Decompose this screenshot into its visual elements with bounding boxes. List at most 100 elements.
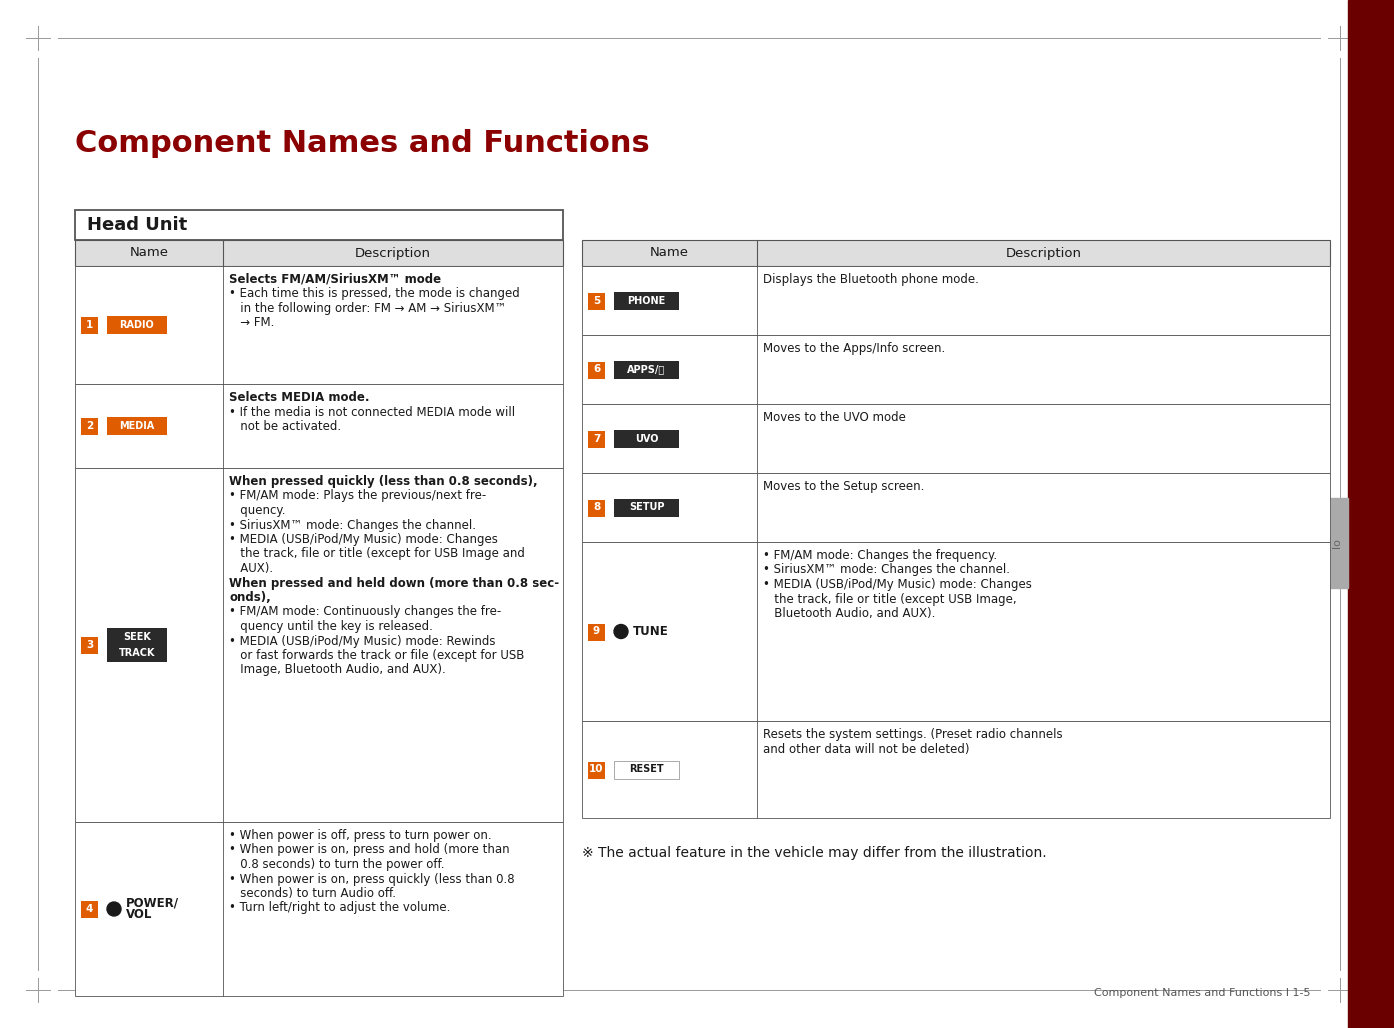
Text: • If the media is not connected MEDIA mode will: • If the media is not connected MEDIA mo…: [229, 405, 516, 418]
Bar: [583, 240, 1330, 266]
Text: • FM/AM mode: Plays the previous/next fre-: • FM/AM mode: Plays the previous/next fr…: [229, 489, 487, 503]
Text: Name: Name: [130, 247, 169, 259]
Bar: [81, 418, 98, 435]
Text: quency.: quency.: [229, 504, 286, 517]
Text: When pressed and held down (more than 0.8 sec-: When pressed and held down (more than 0.…: [229, 577, 559, 589]
Text: 9: 9: [592, 626, 599, 636]
Text: Moves to the UVO mode: Moves to the UVO mode: [763, 411, 906, 424]
Text: Displays the Bluetooth phone mode.: Displays the Bluetooth phone mode.: [763, 273, 979, 286]
Bar: [613, 499, 679, 516]
Text: • MEDIA (USB/iPod/My Music) mode: Rewinds: • MEDIA (USB/iPod/My Music) mode: Rewind…: [229, 634, 495, 648]
Text: Moves to the Setup screen.: Moves to the Setup screen.: [763, 480, 924, 493]
Text: RESET: RESET: [629, 765, 664, 774]
Text: APPS/ⓘ: APPS/ⓘ: [627, 365, 665, 374]
Text: 8: 8: [592, 503, 601, 513]
Bar: [583, 473, 1330, 542]
Text: 6: 6: [592, 365, 601, 374]
Bar: [81, 637, 98, 654]
Text: 0.8 seconds) to turn the power off.: 0.8 seconds) to turn the power off.: [229, 858, 445, 871]
Text: 5: 5: [592, 295, 601, 305]
Text: • MEDIA (USB/iPod/My Music) mode: Changes: • MEDIA (USB/iPod/My Music) mode: Change…: [229, 533, 498, 546]
Text: the track, file or title (except USB Image,: the track, file or title (except USB Ima…: [763, 592, 1016, 605]
Text: PHONE: PHONE: [627, 295, 665, 305]
Bar: [75, 468, 563, 822]
Text: and other data will not be deleted): and other data will not be deleted): [763, 742, 969, 756]
Bar: [583, 266, 1330, 335]
Text: ※ The actual feature in the vehicle may differ from the illustration.: ※ The actual feature in the vehicle may …: [583, 846, 1047, 860]
Text: • SiriusXM™ mode: Changes the channel.: • SiriusXM™ mode: Changes the channel.: [229, 518, 475, 531]
Bar: [75, 210, 563, 240]
Text: POWER/: POWER/: [125, 896, 178, 910]
Text: MEDIA: MEDIA: [120, 421, 155, 431]
Text: Description: Description: [1005, 247, 1082, 259]
Text: Resets the system settings. (Preset radio channels: Resets the system settings. (Preset radi…: [763, 728, 1062, 741]
Text: 2: 2: [86, 421, 93, 431]
Text: • When power is on, press quickly (less than 0.8: • When power is on, press quickly (less …: [229, 873, 514, 885]
Text: AUX).: AUX).: [229, 562, 273, 575]
Text: 3: 3: [86, 640, 93, 650]
Bar: [588, 762, 605, 778]
Text: Component Names and Functions: Component Names and Functions: [75, 128, 650, 158]
Text: • Turn left/right to adjust the volume.: • Turn left/right to adjust the volume.: [229, 902, 450, 915]
Text: Bluetooth Audio, and AUX).: Bluetooth Audio, and AUX).: [763, 607, 935, 620]
Text: Head Unit: Head Unit: [86, 216, 187, 234]
Text: or fast forwards the track or file (except for USB: or fast forwards the track or file (exce…: [229, 649, 524, 662]
Text: seconds) to turn Audio off.: seconds) to turn Audio off.: [229, 887, 396, 900]
Bar: [107, 417, 167, 435]
Text: the track, file or title (except for USB Image and: the track, file or title (except for USB…: [229, 548, 526, 560]
Text: SEEK: SEEK: [123, 631, 151, 641]
Text: Name: Name: [650, 247, 689, 259]
Bar: [1348, 0, 1394, 1028]
Bar: [613, 430, 679, 447]
Bar: [81, 901, 98, 918]
Text: • FM/AM mode: Continuously changes the fre-: • FM/AM mode: Continuously changes the f…: [229, 605, 502, 619]
Text: Selects MEDIA mode.: Selects MEDIA mode.: [229, 391, 369, 404]
Bar: [107, 628, 167, 662]
Text: • MEDIA (USB/iPod/My Music) mode: Changes: • MEDIA (USB/iPod/My Music) mode: Change…: [763, 578, 1032, 591]
Bar: [613, 292, 679, 309]
Bar: [588, 362, 605, 378]
Bar: [588, 624, 605, 640]
Bar: [588, 293, 605, 309]
Text: Selects FM/AM/SiriusXM™ mode: Selects FM/AM/SiriusXM™ mode: [229, 273, 441, 286]
Text: → FM.: → FM.: [229, 317, 275, 330]
Text: 1: 1: [86, 320, 93, 330]
Text: • When power is off, press to turn power on.: • When power is off, press to turn power…: [229, 829, 492, 842]
Text: SETUP: SETUP: [629, 503, 665, 513]
Text: VOL: VOL: [125, 909, 152, 921]
Text: • FM/AM mode: Changes the frequency.: • FM/AM mode: Changes the frequency.: [763, 549, 997, 562]
Bar: [583, 721, 1330, 818]
Text: TUNE: TUNE: [633, 625, 669, 638]
Text: quency until the key is released.: quency until the key is released.: [229, 620, 434, 633]
Text: 7: 7: [592, 434, 601, 443]
Text: Moves to the Apps/Info screen.: Moves to the Apps/Info screen.: [763, 342, 945, 355]
Bar: [583, 335, 1330, 404]
Bar: [75, 266, 563, 384]
Text: When pressed quickly (less than 0.8 seconds),: When pressed quickly (less than 0.8 seco…: [229, 475, 538, 488]
Bar: [107, 316, 167, 334]
Bar: [75, 384, 563, 468]
Text: • SiriusXM™ mode: Changes the channel.: • SiriusXM™ mode: Changes the channel.: [763, 563, 1011, 577]
Text: RADIO: RADIO: [120, 320, 155, 330]
Text: Image, Bluetooth Audio, and AUX).: Image, Bluetooth Audio, and AUX).: [229, 663, 446, 676]
Text: lo: lo: [1333, 538, 1342, 548]
Text: not be activated.: not be activated.: [229, 420, 342, 433]
Bar: [613, 361, 679, 378]
Text: in the following order: FM → AM → SiriusXM™: in the following order: FM → AM → Sirius…: [229, 302, 506, 315]
Text: 10: 10: [590, 765, 604, 774]
Bar: [81, 317, 98, 334]
Text: Description: Description: [355, 247, 431, 259]
Text: Component Names and Functions I 1-5: Component Names and Functions I 1-5: [1093, 988, 1310, 998]
Text: TRACK: TRACK: [118, 649, 155, 659]
Bar: [583, 404, 1330, 473]
Bar: [588, 500, 605, 516]
Text: • When power is on, press and hold (more than: • When power is on, press and hold (more…: [229, 844, 510, 856]
Text: • Each time this is pressed, the mode is changed: • Each time this is pressed, the mode is…: [229, 288, 520, 300]
Bar: [75, 822, 563, 996]
Bar: [583, 542, 1330, 721]
Text: 4: 4: [86, 904, 93, 914]
Bar: [1327, 498, 1348, 588]
Circle shape: [613, 624, 629, 638]
Bar: [588, 431, 605, 447]
Text: onds),: onds),: [229, 591, 270, 604]
